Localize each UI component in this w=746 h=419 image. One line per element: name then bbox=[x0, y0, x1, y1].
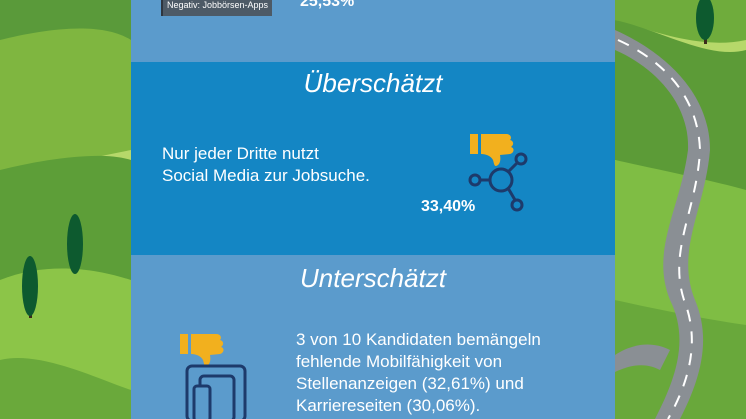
thumbs-down-icon bbox=[180, 334, 224, 366]
underrated-line: Karriereseiten (30,06%). bbox=[296, 396, 481, 415]
underrated-line: Stellenanzeigen (32,61%) und bbox=[296, 374, 524, 393]
overrated-panel bbox=[131, 62, 615, 255]
underrated-line: fehlende Mobilfähigkeit von bbox=[296, 352, 503, 371]
overrated-line: Nur jeder Dritte nutzt bbox=[162, 144, 319, 163]
tree-icon bbox=[696, 0, 714, 44]
underrated-text: 3 von 10 Kandidaten bemängeln fehlende M… bbox=[296, 329, 606, 417]
overrated-text: Nur jeder Dritte nutzt Social Media zur … bbox=[162, 143, 442, 187]
overrated-heading: Überschätzt bbox=[303, 68, 443, 98]
devices-icon bbox=[185, 364, 247, 419]
overrated-percent: 33,40% bbox=[421, 198, 476, 215]
top-percent: 25,53% bbox=[300, 0, 355, 10]
negative-tag: Negativ: Jobbörsen-Apps bbox=[161, 0, 273, 16]
thumbs-down-icon bbox=[470, 134, 514, 166]
overrated-line: Social Media zur Jobsuche. bbox=[162, 166, 370, 185]
social-network-icon bbox=[468, 152, 528, 212]
underrated-heading: Unterschätzt bbox=[300, 263, 446, 293]
underrated-line: 3 von 10 Kandidaten bemängeln bbox=[296, 330, 541, 349]
